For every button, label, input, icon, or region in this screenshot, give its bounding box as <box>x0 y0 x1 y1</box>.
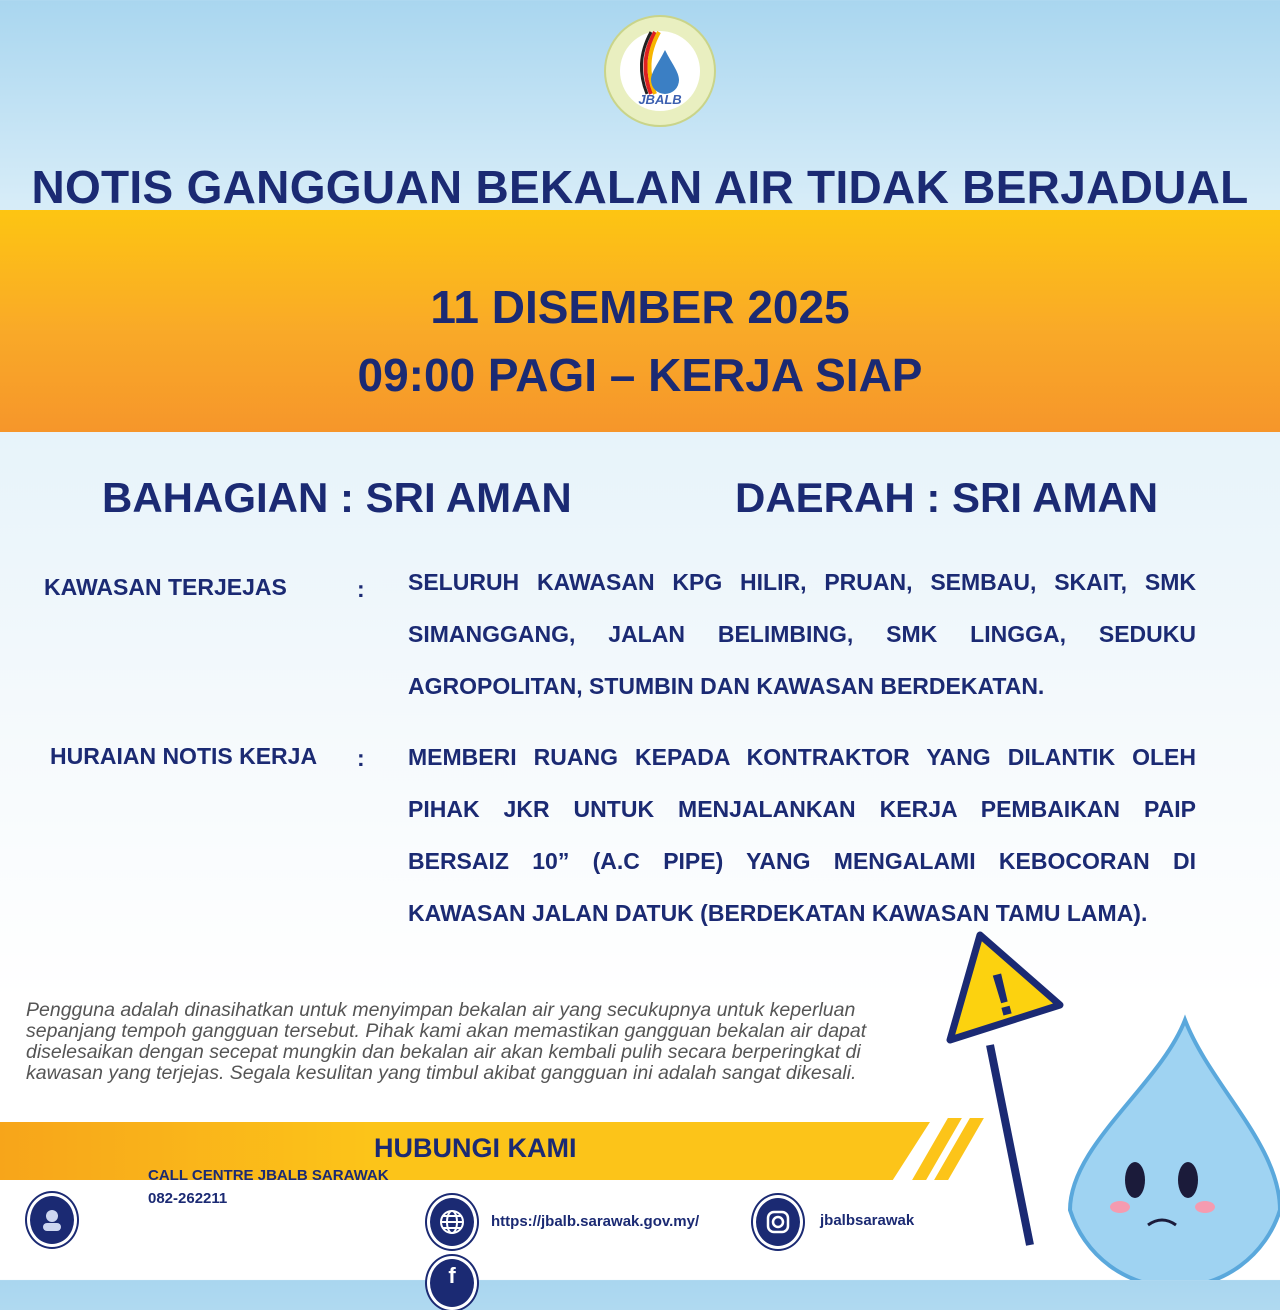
advice-line: kawasan yang terjejas. Segala kesulitan … <box>26 1062 857 1084</box>
instagram-icon[interactable] <box>753 1195 803 1249</box>
facebook-icon[interactable]: f <box>427 1256 477 1310</box>
kawasan-label: KAWASAN TERJEJAS <box>44 574 287 600</box>
contact-bar <box>0 1122 930 1180</box>
text-line: SIMANGGANG, JALAN BELIMBING, SMK LINGGA,… <box>408 621 1196 647</box>
kawasan-value: SELURUH KAWASAN KPG HILIR, PRUAN, SEMBAU… <box>408 556 1196 712</box>
daerah: DAERAH : SRI AMAN <box>735 474 1159 521</box>
phone-number[interactable]: 082-262211 <box>148 1190 228 1207</box>
date-banner <box>0 210 1280 432</box>
advice-paragraph: Pengguna adalah dinasihatkan untuk menyi… <box>26 1000 906 1084</box>
user-icon[interactable] <box>27 1193 77 1247</box>
advice-line: diselesaikan dengan secepat mungkin dan … <box>26 1041 861 1063</box>
jbalb-logo: JBALB <box>604 15 716 127</box>
text-line: MEMBERI RUANG KEPADA KONTRAKTOR YANG DIL… <box>408 744 1196 770</box>
text-line: AGROPOLITAN, STUMBIN DAN KAWASAN BERDEKA… <box>408 673 1045 699</box>
svg-text:JBALB: JBALB <box>638 92 681 107</box>
notice-date: 11 DISEMBER 2025 <box>430 281 850 333</box>
huraian-value: MEMBERI RUANG KEPADA KONTRAKTOR YANG DIL… <box>408 731 1196 939</box>
huraian-label: HURAIAN NOTIS KERJA <box>50 743 318 769</box>
text-line: PIHAK JKR UNTUK MENJALANKAN KERJA PEMBAI… <box>408 796 1196 822</box>
contact-heading: HUBUNGI KAMI <box>374 1133 577 1163</box>
call-centre-label: CALL CENTRE JBALB SARAWAK <box>148 1167 389 1184</box>
text-line: BERSAIZ 10” (A.C PIPE) YANG MENGALAMI KE… <box>408 848 1196 874</box>
notice-title: NOTIS GANGGUAN BEKALAN AIR TIDAK BERJADU… <box>31 161 1249 213</box>
advice-line: sepanjang tempoh gangguan tersebut. Piha… <box>26 1020 867 1042</box>
advice-line: Pengguna adalah dinasihatkan untuk menyi… <box>26 999 856 1021</box>
colon: : <box>357 576 365 602</box>
website-link[interactable]: https://jbalb.sarawak.gov.my/ <box>491 1213 700 1230</box>
bahagian: BAHAGIAN : SRI AMAN <box>102 474 572 521</box>
instagram-handle[interactable]: jbalbsarawak <box>820 1212 915 1229</box>
text-line: SELURUH KAWASAN KPG HILIR, PRUAN, SEMBAU… <box>408 569 1196 595</box>
colon: : <box>357 745 365 771</box>
globe-icon[interactable] <box>427 1195 477 1249</box>
text-line: KAWASAN JALAN DATUK (BERDEKATAN KAWASAN … <box>408 900 1148 926</box>
notice-time: 09:00 PAGI – KERJA SIAP <box>357 349 923 401</box>
water-drop-mascot-icon: ! <box>946 931 1280 1280</box>
